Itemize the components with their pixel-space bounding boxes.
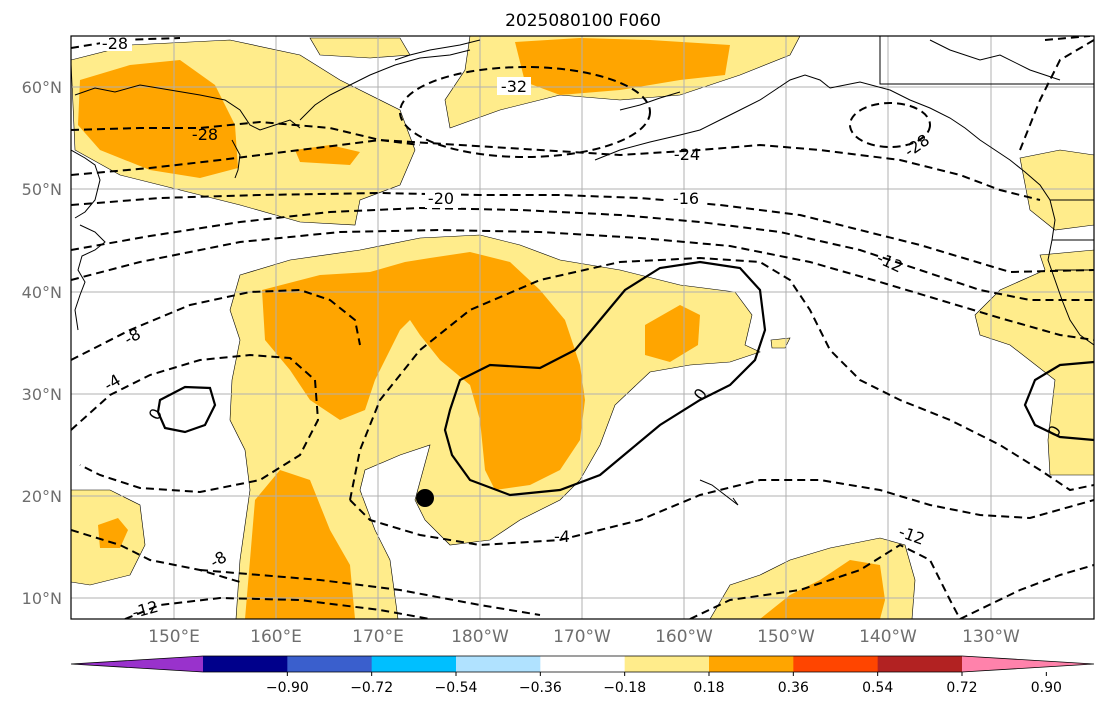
colorbar-tick-label: −0.90	[266, 680, 309, 696]
colorbar-tick-label: 0.36	[778, 680, 809, 696]
colorbar-tick-label: −0.18	[603, 680, 646, 696]
longitude-labels: 150°E 160°E 170°E 180°W 170°W 160°W 150°…	[148, 627, 1020, 647]
colorbar-tick-label: −0.36	[519, 680, 562, 696]
colorbar-segment	[793, 656, 879, 672]
lon-label: 160°E	[250, 627, 302, 647]
colorbar-extend-low	[71, 656, 203, 672]
colorbar-tick-label: 0.90	[1031, 680, 1062, 696]
colorbar-tick-label: 0.18	[693, 680, 724, 696]
contours-dashed	[71, 36, 1094, 619]
lon-label: 150°W	[757, 627, 815, 647]
gridlines	[71, 36, 1094, 619]
contour-label: -28	[192, 125, 218, 144]
contour-label: -20	[428, 189, 454, 208]
contour-labels: -28 -32 -28 -28 -24 -20 -16 -12 -8 -4 0 …	[100, 34, 1065, 622]
contour-label: -24	[674, 145, 700, 164]
lon-label: 170°E	[352, 627, 404, 647]
contour-label: -4	[554, 527, 570, 546]
colorbar: −0.90 −0.72 −0.54 −0.36 −0.18 0.18 0.36 0.54 0.7…	[70, 655, 1095, 696]
contour-label: -32	[501, 77, 527, 96]
colorbar-tick-label: −0.54	[435, 680, 478, 696]
contours-zero	[156, 260, 1094, 497]
colorbar-tick-label: −0.72	[350, 680, 393, 696]
figure-title: 2025080100 F060	[505, 11, 661, 31]
latitude-labels: 60°N 50°N 40°N 30°N 20°N 10°N	[22, 78, 62, 608]
map-area: -28 -32 -28 -28 -24 -20 -16 -12 -8 -4 0 …	[71, 34, 1094, 622]
colorbar-outline	[70, 655, 1095, 673]
lon-label: 140°W	[859, 627, 917, 647]
colorbar-segment	[371, 656, 457, 672]
lat-label: 20°N	[22, 487, 62, 506]
colorbar-tick-label: 0.54	[862, 680, 893, 696]
colorbar-segment	[624, 656, 710, 672]
coastlines	[71, 36, 1094, 506]
lat-label: 10°N	[22, 589, 62, 608]
lat-label: 60°N	[22, 78, 62, 97]
lon-label: 150°E	[148, 627, 200, 647]
contour-label: -28	[102, 34, 128, 53]
lon-label: 180°W	[451, 627, 509, 647]
colorbar-tick-label: 0.72	[946, 680, 977, 696]
lat-label: 50°N	[22, 180, 62, 199]
colorbar-segment	[456, 656, 541, 672]
shading-mid	[78, 38, 885, 619]
lon-label: 170°W	[553, 627, 611, 647]
lat-label: 40°N	[22, 283, 62, 302]
colorbar-segment	[709, 656, 794, 672]
black-dot-marker	[416, 489, 434, 507]
lon-label: 160°W	[655, 627, 713, 647]
colorbar-segment	[287, 656, 373, 672]
lon-label: 130°W	[962, 627, 1020, 647]
map-frame	[70, 35, 1095, 620]
colorbar-extend-high	[962, 656, 1094, 672]
lat-label: 30°N	[22, 385, 62, 404]
colorbar-segment	[877, 656, 963, 672]
colorbar-segment	[203, 656, 288, 672]
colorbar-segment	[540, 656, 626, 672]
contour-label: -12	[130, 597, 160, 622]
contour-label: -16	[673, 189, 699, 208]
